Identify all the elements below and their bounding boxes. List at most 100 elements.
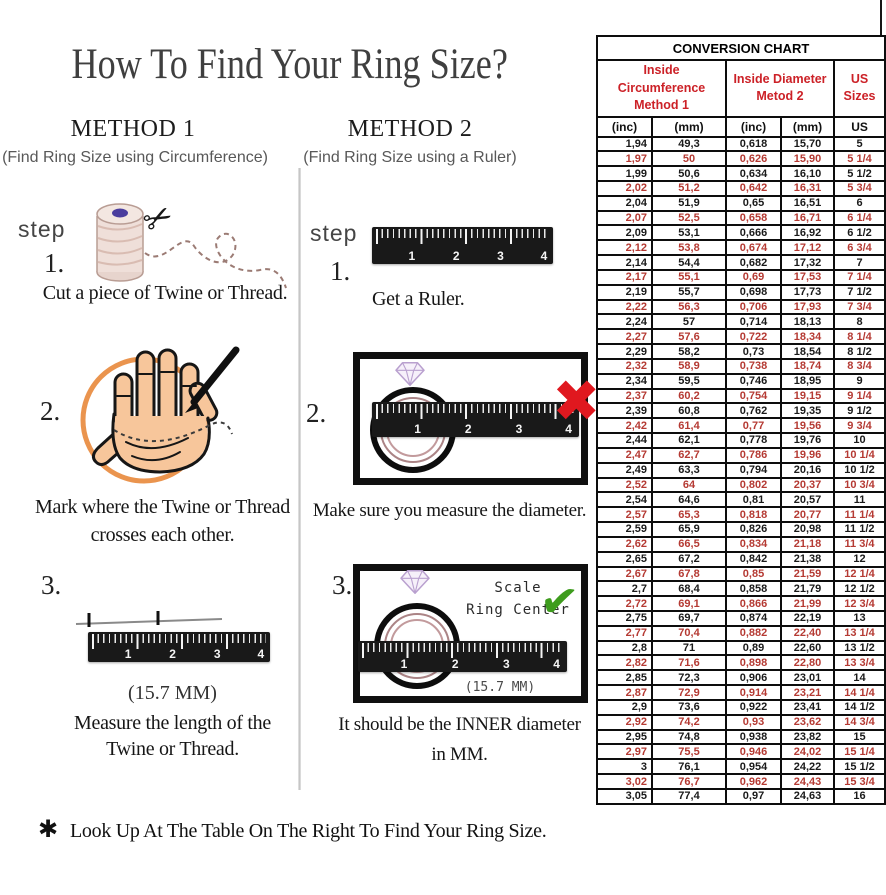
table-cell: 1,99 [596, 165, 653, 182]
table-cell: 49,3 [651, 135, 727, 153]
table-row: 2,09 53,1 0,666 16,92 6 1/2 [596, 224, 886, 242]
ruler-number: 3 [497, 249, 504, 263]
table-cell: 69,7 [651, 610, 727, 627]
method1-step3-caption-line1: Measure the length of the [74, 712, 271, 734]
table-cell: 12 1/2 [832, 580, 886, 598]
column-subheader: (inc) [596, 115, 653, 138]
table-cell: 0,738 [725, 357, 782, 375]
table-cell: 18,74 [780, 357, 835, 375]
table-cell: 0,946 [725, 743, 782, 761]
table-cell: 0,674 [725, 239, 782, 257]
table-cell: 16,31 [780, 179, 835, 197]
table-cell: 0,802 [725, 476, 782, 494]
table-cell: 0,658 [725, 209, 782, 227]
table-cell: 51,2 [651, 179, 727, 197]
table-cell: 2,59 [596, 521, 653, 538]
table-cell: 16,51 [780, 194, 835, 212]
table-cell: 0,81 [725, 491, 782, 509]
table-cell: 2,52 [596, 476, 653, 494]
ruler-number: 2 [169, 647, 176, 661]
method1-step3-number: 3. [41, 570, 62, 600]
table-cell: 9 3/4 [832, 417, 886, 435]
table-cell: 2,04 [596, 194, 653, 212]
table-cell: 0,954 [725, 758, 782, 776]
table-cell: 2,19 [596, 283, 653, 301]
table-cell: 53,8 [651, 239, 727, 257]
ruler-number: 4 [565, 422, 572, 436]
table-row: 2,24 57 0,714 18,13 8 [596, 313, 886, 331]
table-cell: 6 1/4 [832, 209, 886, 227]
table-cell: 60,2 [651, 387, 727, 405]
table-cell: 20,16 [780, 461, 835, 479]
table-cell: 0,634 [725, 165, 782, 182]
table-row: 2,02 51,2 0,642 16,31 5 3/4 [596, 179, 886, 197]
table-cell: 2,34 [596, 372, 653, 390]
table-cell: 0,906 [725, 669, 782, 687]
table-cell: 11 3/4 [832, 535, 886, 553]
cross-icon: ✖ [552, 367, 601, 435]
table-cell: 11 [832, 491, 886, 509]
table-cell: 2,72 [596, 595, 653, 612]
table-cell: 0,706 [725, 298, 782, 316]
ruler-number: 1 [408, 249, 416, 263]
table-cell: 1,94 [596, 135, 653, 153]
table-cell: 2,62 [596, 535, 653, 553]
table-cell: 17,12 [780, 239, 835, 257]
table-cell: 15 1/2 [832, 758, 886, 776]
table-cell: 77,4 [651, 787, 727, 806]
table-row: 2,34 59,5 0,746 18,95 9 [596, 372, 886, 390]
scale-label-line2: Ring Center [466, 602, 570, 619]
table-cell: 2,54 [596, 491, 653, 509]
method2-step3-caption-line2: in MM. [431, 744, 488, 765]
column-subheader: (mm) [780, 115, 835, 138]
table-cell: 0,842 [725, 550, 782, 568]
table-row: 2,8 71 0,89 22,60 13 1/2 [596, 639, 886, 657]
table-cell: 9 1/4 [832, 387, 886, 405]
column-subheader: US [832, 115, 886, 138]
table-cell: 2,77 [596, 624, 653, 642]
method1-step2-caption-line1: Mark where the Twine or Thread [35, 496, 290, 518]
table-cell: 7 3/4 [832, 298, 886, 316]
table-cell: 5 1/2 [832, 165, 886, 182]
table-cell: 1,97 [596, 150, 653, 168]
method1-step1-number: 1. [44, 248, 65, 278]
table-cell: 2,14 [596, 254, 653, 271]
table-row: 2,65 67,2 0,842 21,38 12 [596, 550, 886, 568]
table-row: 2,19 55,7 0,698 17,73 7 1/2 [596, 283, 886, 301]
table-row: 2,37 60,2 0,754 19,15 9 1/4 [596, 387, 886, 405]
table-cell: 21,38 [780, 550, 835, 568]
table-cell: 19,96 [780, 446, 835, 464]
table-cell: 7 [832, 254, 886, 271]
table-cell: 53,1 [651, 224, 727, 242]
scale-label-line1: Scale [494, 580, 542, 596]
table-cell: 2,92 [596, 713, 653, 731]
table-row: 2,9 73,6 0,922 23,41 14 1/2 [596, 698, 886, 716]
table-cell: 0,698 [725, 283, 782, 301]
table-cell: 11 1/2 [832, 521, 886, 538]
table-cell: 18,13 [780, 313, 835, 331]
table-cell: 0,938 [725, 728, 782, 746]
table-cell: 8 1/2 [832, 343, 886, 360]
table-cell: 58,9 [651, 357, 727, 375]
table-cell: 17,32 [780, 254, 835, 271]
table-cell: 71 [651, 639, 727, 657]
table-cell: 59,5 [651, 372, 727, 390]
table-cell: 55,7 [651, 283, 727, 301]
table-cell: 0,786 [725, 446, 782, 464]
column-group-header: Inside Diameter Metod 2 [725, 59, 835, 118]
table-cell: 19,76 [780, 432, 835, 449]
ruler-number: 2 [464, 422, 472, 436]
page-title: How To Find Your Ring Size? [71, 41, 508, 88]
table-cell: 54,4 [651, 254, 727, 271]
method1-step3-caption-line2: Twine or Thread. [106, 738, 239, 760]
column-group-row: Inside Circumference Method 1 Inside Diame… [596, 59, 886, 118]
table-cell: 13 3/4 [832, 654, 886, 672]
table-cell: 22,80 [780, 654, 835, 672]
table-row: 1,97 50 0,626 15,90 5 1/4 [596, 150, 886, 168]
method2-heading: METHOD 2 [347, 116, 473, 142]
table-cell: 69,1 [651, 595, 727, 612]
table-cell: 19,15 [780, 387, 835, 405]
method1-step1-caption: Cut a piece of Twine or Thread. [42, 282, 288, 304]
table-cell: 67,2 [651, 550, 727, 568]
table-cell: 0,914 [725, 684, 782, 701]
